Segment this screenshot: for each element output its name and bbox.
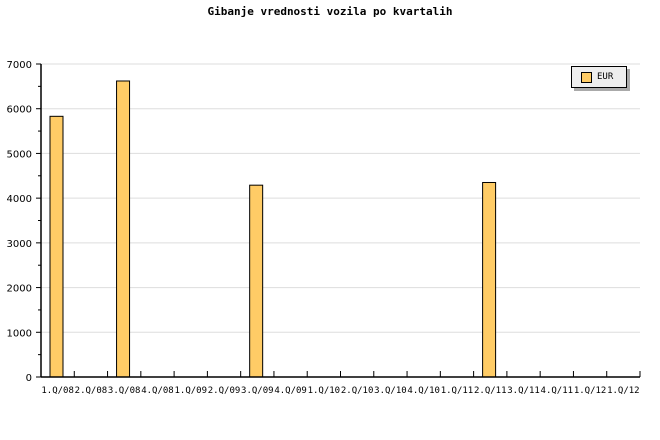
x-tick-label: 3.Q/11 (507, 386, 540, 396)
x-tick-label: 2.Q/10 (341, 386, 374, 396)
y-tick-label: 0 (26, 373, 32, 384)
y-tick-label: 1000 (7, 328, 32, 339)
bar (249, 184, 264, 378)
y-tick-label: 2000 (7, 284, 32, 295)
bar (49, 115, 64, 378)
x-tick-label: 1.Q/12 (607, 386, 640, 396)
x-tick-label: 1.Q/11 (441, 386, 474, 396)
y-tick-label: 7000 (7, 60, 32, 71)
x-tick-label: 4.Q/08 (141, 386, 174, 396)
legend: EUR (571, 66, 627, 88)
x-tick-label: 1.Q/08 (41, 386, 74, 396)
x-tick-label: 2.Q/11 (474, 386, 507, 396)
x-tick-label: 2.Q/09 (208, 386, 241, 396)
x-tick-label: 2.Q/08 (75, 386, 108, 396)
legend-swatch (581, 71, 592, 83)
x-tick-label: 3.Q/09 (241, 386, 274, 396)
y-tick-label: 5000 (7, 149, 32, 160)
bar (116, 80, 131, 378)
x-tick-label: 1.Q/10 (308, 386, 341, 396)
bar (482, 181, 497, 378)
x-tick-label: 3.Q/08 (108, 386, 141, 396)
x-tick-label: 4.Q/10 (407, 386, 440, 396)
x-tick-label: 4.Q/09 (274, 386, 307, 396)
x-tick-label: 4.Q/11 (541, 386, 574, 396)
legend-label: EUR (597, 72, 614, 82)
y-tick-label: 6000 (7, 105, 32, 116)
x-tick-label: 1.Q/09 (174, 386, 207, 396)
y-tick-label: 3000 (7, 239, 32, 250)
chart-title: Gibanje vrednosti vozila po kvartalih (207, 5, 453, 18)
x-tick-label: 1.Q/12 (574, 386, 607, 396)
x-tick-label: 3.Q/10 (374, 386, 407, 396)
y-tick-label: 4000 (7, 194, 32, 205)
